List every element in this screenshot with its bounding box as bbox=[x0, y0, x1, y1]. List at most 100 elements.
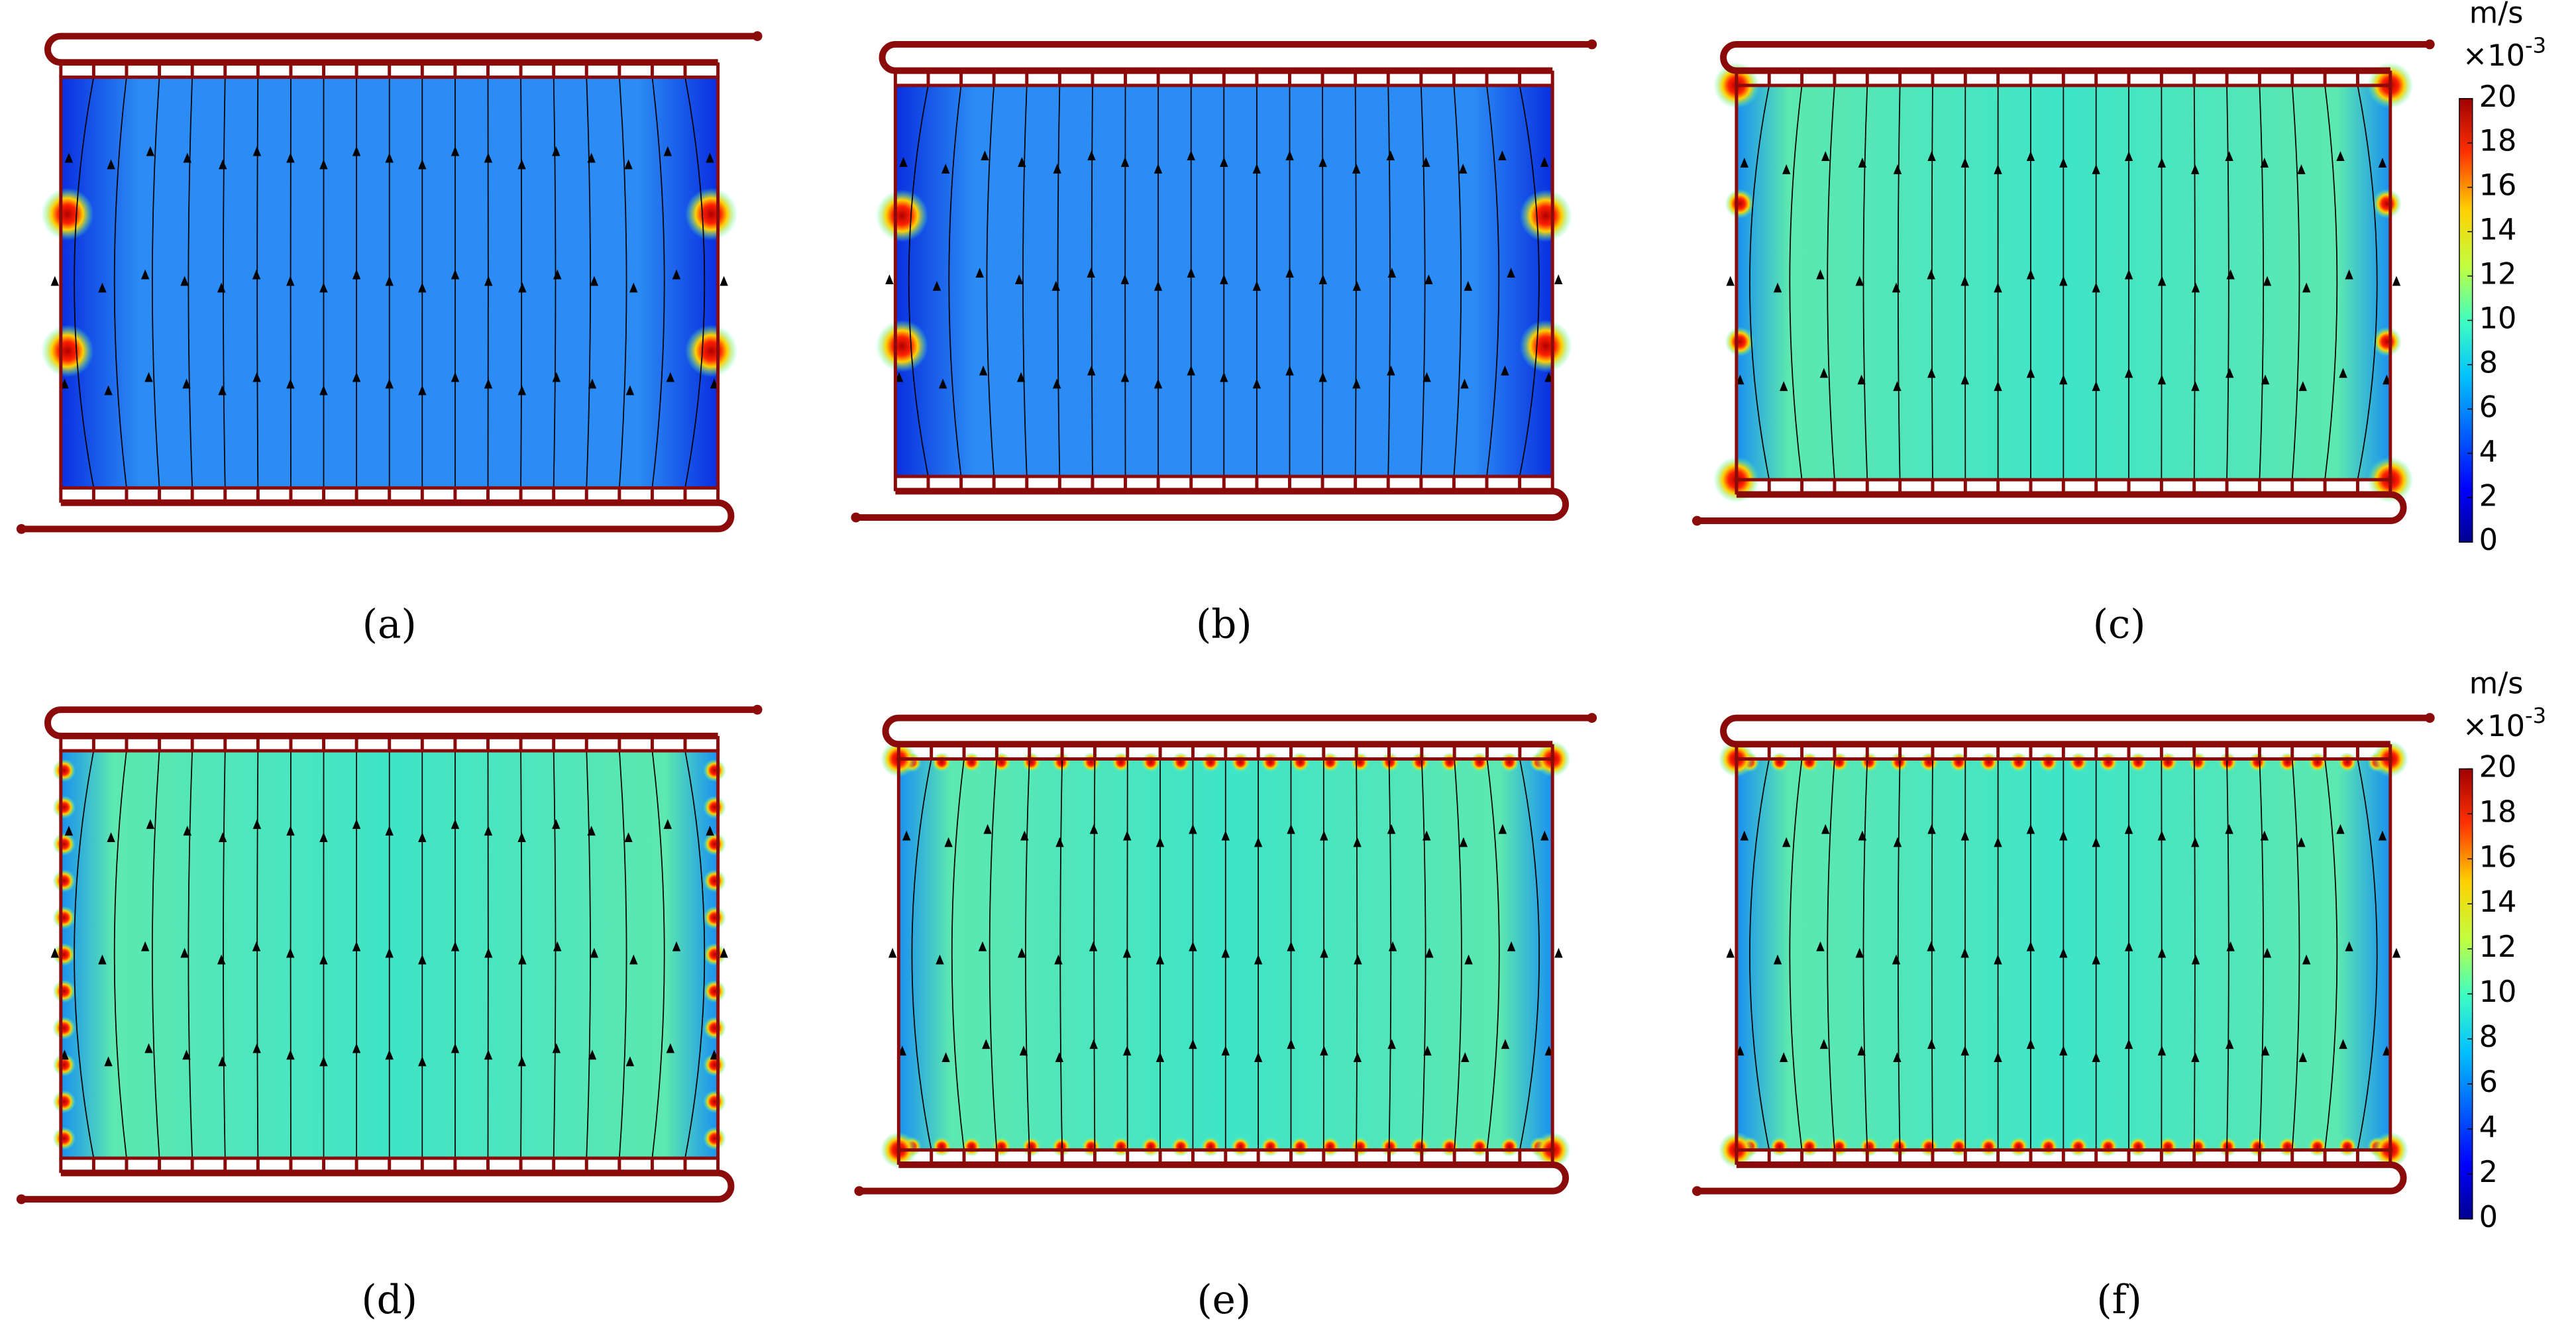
streamline bbox=[113, 751, 127, 1159]
arrow bbox=[319, 832, 328, 842]
colorbar-tick-label: 16 bbox=[2479, 168, 2517, 203]
streamline bbox=[1420, 85, 1426, 477]
arrow bbox=[2092, 954, 2100, 965]
arrow bbox=[1120, 372, 1130, 382]
arrow bbox=[2191, 282, 2200, 293]
arrow bbox=[1252, 163, 1261, 174]
streamline bbox=[1897, 85, 1901, 480]
arrow bbox=[517, 1056, 526, 1067]
streamline bbox=[188, 77, 193, 488]
arrow bbox=[1782, 837, 1791, 847]
arrow bbox=[418, 282, 427, 293]
hotspot bbox=[2247, 1136, 2268, 1157]
arrow bbox=[552, 819, 561, 830]
arrow bbox=[1220, 274, 1228, 284]
arrow bbox=[1387, 824, 1396, 834]
arrow bbox=[1960, 374, 1969, 385]
hotspot bbox=[703, 869, 727, 892]
arrow bbox=[983, 824, 992, 834]
arrow bbox=[1054, 954, 1063, 965]
arrow bbox=[1893, 837, 1902, 847]
arrow bbox=[1189, 824, 1197, 834]
hotspot bbox=[41, 188, 94, 241]
arrow bbox=[978, 941, 987, 951]
panel-label: (a) bbox=[362, 602, 417, 648]
arrow bbox=[2026, 151, 2035, 161]
arrow bbox=[1819, 1039, 1829, 1049]
arrow bbox=[1287, 941, 1295, 951]
streamline bbox=[1789, 85, 1803, 480]
arrow bbox=[451, 1043, 460, 1053]
panel-label: (f) bbox=[2096, 1277, 2141, 1323]
arrow bbox=[1386, 150, 1395, 161]
arrow bbox=[252, 372, 261, 382]
panel: (f) bbox=[1691, 713, 2435, 1323]
arrow bbox=[451, 269, 460, 280]
arrow bbox=[1960, 276, 1969, 286]
hotspot bbox=[52, 1016, 76, 1040]
colorbar-tick-label: 18 bbox=[2479, 124, 2517, 158]
hotspot bbox=[1081, 1136, 1101, 1157]
streamline bbox=[256, 77, 259, 488]
pipe-end bbox=[752, 31, 763, 41]
streamline bbox=[1897, 759, 1901, 1150]
streamline bbox=[1862, 85, 1868, 480]
panel: (e) bbox=[854, 713, 1597, 1323]
arrow bbox=[385, 1049, 394, 1060]
hotspot bbox=[1799, 752, 1819, 773]
hotspot bbox=[1141, 1136, 1161, 1157]
colorbar-tick-label: 20 bbox=[2479, 749, 2517, 784]
arrow bbox=[144, 372, 153, 382]
streamline bbox=[911, 759, 932, 1150]
arrow bbox=[710, 378, 719, 389]
arrow bbox=[1020, 830, 1029, 841]
outlet-pipe bbox=[1697, 491, 2407, 524]
hotspot bbox=[2337, 1136, 2357, 1157]
arrow bbox=[217, 954, 226, 965]
hotspot bbox=[1725, 189, 1755, 219]
arrow bbox=[1318, 274, 1327, 284]
arrow bbox=[1994, 837, 2002, 847]
streamline bbox=[1093, 759, 1096, 1150]
arrow bbox=[1252, 280, 1261, 291]
arrow bbox=[1498, 824, 1507, 834]
arrow bbox=[2157, 830, 2167, 841]
streamline bbox=[2193, 759, 2196, 1150]
pipe-end bbox=[2424, 713, 2435, 723]
hotspot bbox=[1350, 1136, 1370, 1157]
arrow bbox=[2263, 276, 2272, 286]
arrow bbox=[286, 1049, 295, 1060]
arrow bbox=[484, 1049, 493, 1060]
arrow bbox=[1726, 276, 1735, 286]
streamline bbox=[684, 77, 706, 488]
arrow bbox=[1123, 1046, 1132, 1056]
arrow bbox=[1927, 941, 1935, 951]
arrow bbox=[2339, 368, 2347, 378]
arrow bbox=[941, 163, 950, 174]
arrow bbox=[2297, 164, 2306, 174]
outlet-pipe bbox=[855, 488, 1569, 521]
hotspot bbox=[703, 1090, 727, 1114]
hotspot bbox=[703, 943, 727, 966]
arrow bbox=[1927, 824, 1936, 834]
arrow bbox=[252, 269, 261, 280]
arrow bbox=[2298, 381, 2307, 392]
hotspot bbox=[1499, 1136, 1520, 1157]
panel-label: (d) bbox=[361, 1277, 417, 1323]
arrow bbox=[1994, 954, 2002, 965]
arrow bbox=[553, 269, 562, 280]
hotspot bbox=[1171, 752, 1191, 773]
streamline bbox=[152, 77, 160, 488]
colorbar-unit: m/s bbox=[2469, 666, 2524, 700]
streamline bbox=[989, 759, 998, 1150]
hotspot bbox=[2038, 752, 2059, 773]
arrow bbox=[1458, 163, 1468, 174]
arrow bbox=[1544, 372, 1553, 382]
arrow bbox=[180, 276, 189, 286]
arrow bbox=[629, 282, 638, 293]
arrow bbox=[385, 378, 394, 389]
arrow bbox=[625, 385, 635, 396]
arrow bbox=[1773, 954, 1782, 965]
arrow bbox=[104, 385, 113, 396]
